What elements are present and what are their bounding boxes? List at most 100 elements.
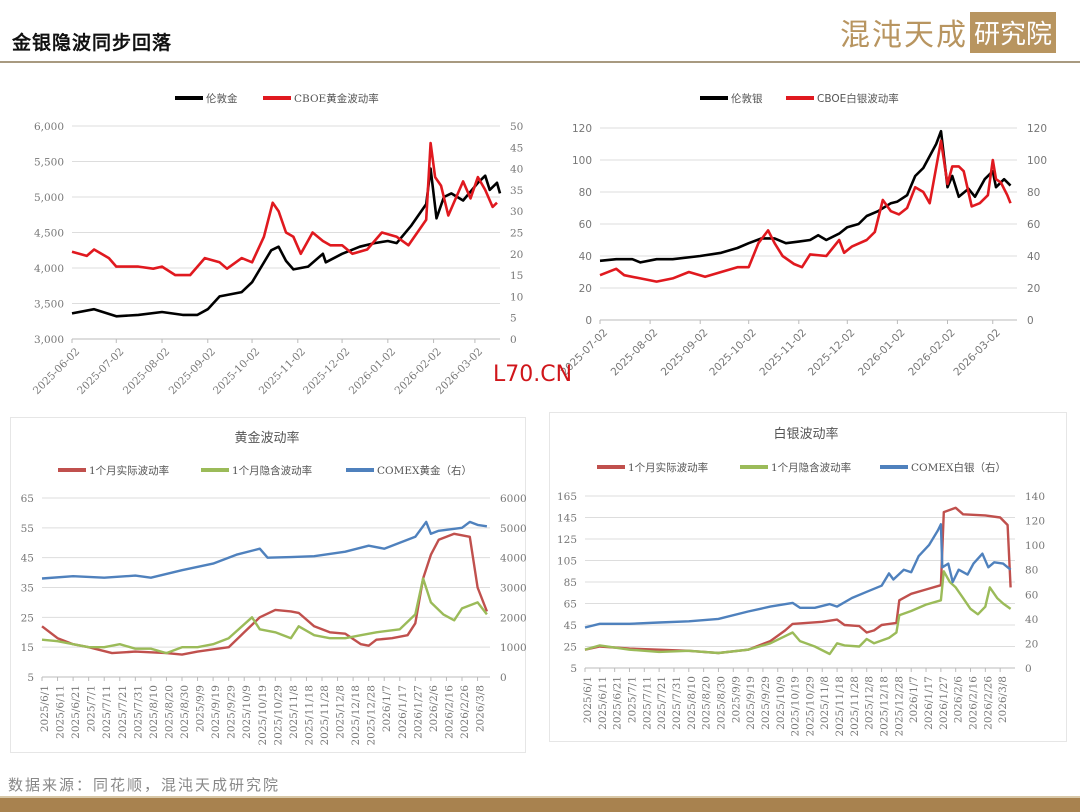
y-right-tick-label: 120 — [1027, 123, 1047, 135]
x-tick-label: 2026-03-02 — [951, 327, 1003, 379]
legend-label: COMEX白银（右） — [911, 461, 1006, 474]
x-tick-label: 2025/8/20 — [163, 685, 175, 739]
x-tick-label: 2025/10/29 — [804, 676, 816, 737]
y-right-tick-label: 3000 — [500, 583, 527, 595]
y-right-tick-label: 25 — [510, 228, 523, 240]
y-left-tick-label: 105 — [557, 556, 577, 568]
x-tick-label: 2025/6/11 — [597, 676, 609, 730]
series-line-0 — [71, 167, 502, 318]
chart-title: 黄金波动率 — [234, 430, 299, 446]
x-tick-label: 2025-09-02 — [167, 346, 218, 397]
x-tick-label: 2025/7/1 — [86, 685, 98, 732]
x-tick-label: 2026-01-02 — [856, 327, 908, 379]
series-line-2 — [584, 523, 1012, 629]
x-tick-label: 2025/12/28 — [366, 685, 378, 746]
legend-label: CBOE黄金波动率 — [294, 92, 379, 105]
watermark: L70.CN — [493, 362, 573, 387]
series-line-1 — [41, 577, 488, 655]
x-tick-label: 2025-12-02 — [301, 346, 352, 397]
header-divider — [0, 61, 1080, 63]
brand-logo: 混沌天成 研究院 — [840, 11, 1056, 53]
y-left-tick-label: 100 — [572, 155, 592, 167]
y-right-tick-label: 60 — [1025, 589, 1038, 601]
x-tick-label: 2025/8/10 — [686, 676, 698, 730]
x-tick-label: 2025/7/1 — [626, 676, 638, 723]
y-right-tick-label: 35 — [510, 185, 523, 197]
x-tick-label: 2025/12/18 — [879, 676, 891, 737]
x-tick-label: 2025/6/11 — [55, 685, 67, 739]
chart-title: 白银波动率 — [773, 426, 838, 442]
y-right-tick-label: 140 — [1025, 491, 1045, 503]
x-tick-label: 2025/10/19 — [257, 685, 269, 746]
x-tick-label: 2025/8/20 — [701, 676, 713, 730]
x-tick-label: 2026/2/6 — [953, 676, 965, 723]
y-right-tick-label: 5 — [510, 313, 517, 325]
series-line-1 — [71, 141, 498, 277]
x-tick-label: 2025-08-02 — [121, 346, 172, 397]
y-left-tick-label: 60 — [579, 219, 592, 231]
x-tick-label: 2025-11-02 — [257, 346, 308, 397]
x-tick-label: 2025/6/1 — [39, 685, 51, 732]
x-tick-label: 2025-06-02 — [31, 346, 82, 397]
x-tick-label: 2026/1/7 — [381, 685, 393, 732]
x-tick-label: 2025/11/8 — [288, 685, 300, 739]
x-tick-label: 2025/12/18 — [350, 685, 362, 746]
y-left-tick-label: 45 — [564, 620, 577, 632]
y-left-tick-label: 5 — [27, 672, 34, 684]
x-tick-label: 2025/12/8 — [864, 676, 876, 730]
x-tick-label: 2025-10-02 — [707, 327, 759, 379]
y-right-tick-label: 100 — [1025, 540, 1045, 552]
x-tick-label: 2026/1/27 — [938, 676, 950, 730]
y-right-tick-label: 30 — [510, 206, 523, 218]
y-right-tick-label: 4000 — [500, 553, 527, 565]
x-tick-label: 2025/11/28 — [849, 676, 861, 737]
y-right-tick-label: 6000 — [500, 493, 527, 505]
y-left-tick-label: 40 — [579, 251, 592, 263]
series-line-2 — [41, 520, 488, 580]
x-tick-label: 2025/10/19 — [790, 676, 802, 737]
x-tick-label: 2025/12/8 — [335, 685, 347, 739]
x-tick-label: 2025-11-02 — [757, 327, 809, 379]
x-tick-label: 2026/3/8 — [997, 676, 1009, 723]
x-tick-label: 2025/10/9 — [775, 676, 787, 730]
y-right-tick-label: 2000 — [500, 612, 527, 624]
y-left-tick-label: 5,500 — [34, 157, 64, 169]
logo-text: 混沌天成 — [839, 18, 968, 53]
y-left-tick-label: 65 — [564, 599, 577, 611]
y-left-tick-label: 35 — [21, 583, 34, 595]
y-right-tick-label: 5000 — [500, 523, 527, 535]
y-right-tick-label: 20 — [510, 249, 523, 261]
x-tick-label: 2026/1/17 — [397, 685, 409, 739]
x-tick-label: 2026/2/26 — [459, 685, 471, 739]
x-tick-label: 2025/10/29 — [272, 685, 284, 746]
x-tick-label: 2026/1/17 — [923, 676, 935, 730]
y-right-tick-label: 40 — [510, 164, 523, 176]
x-tick-label: 2025/11/28 — [319, 685, 331, 746]
x-tick-label: 2025/6/21 — [612, 676, 624, 730]
y-left-tick-label: 65 — [21, 493, 34, 505]
x-tick-label: 2025/7/21 — [117, 685, 129, 739]
x-tick-label: 2025/8/30 — [179, 685, 191, 739]
x-tick-label: 2025/7/11 — [101, 685, 113, 739]
y-left-tick-label: 145 — [557, 513, 577, 525]
y-left-tick-label: 120 — [572, 123, 592, 135]
x-tick-label: 2025/11/18 — [303, 685, 315, 746]
x-tick-label: 2025/9/9 — [730, 676, 742, 723]
y-right-tick-label: 50 — [510, 121, 523, 133]
x-tick-label: 2025/9/19 — [745, 676, 757, 730]
legend-label: 1个月隐含波动率 — [232, 464, 312, 477]
silver-vol-panel — [549, 412, 1067, 742]
gold-vol-panel — [10, 417, 526, 753]
y-left-tick-label: 0 — [585, 315, 592, 327]
x-tick-label: 2025/9/29 — [226, 685, 238, 739]
y-right-tick-label: 0 — [1025, 663, 1032, 675]
y-right-tick-label: 10 — [510, 291, 523, 303]
y-right-tick-label: 0 — [1027, 315, 1034, 327]
x-tick-label: 2025/7/31 — [671, 676, 683, 730]
y-right-tick-label: 0 — [510, 334, 517, 346]
x-tick-label: 2026/1/27 — [412, 685, 424, 739]
x-tick-label: 2025-10-02 — [211, 346, 262, 397]
y-left-tick-label: 15 — [21, 642, 34, 654]
y-right-tick-label: 15 — [510, 270, 523, 282]
y-left-tick-label: 25 — [564, 642, 577, 654]
